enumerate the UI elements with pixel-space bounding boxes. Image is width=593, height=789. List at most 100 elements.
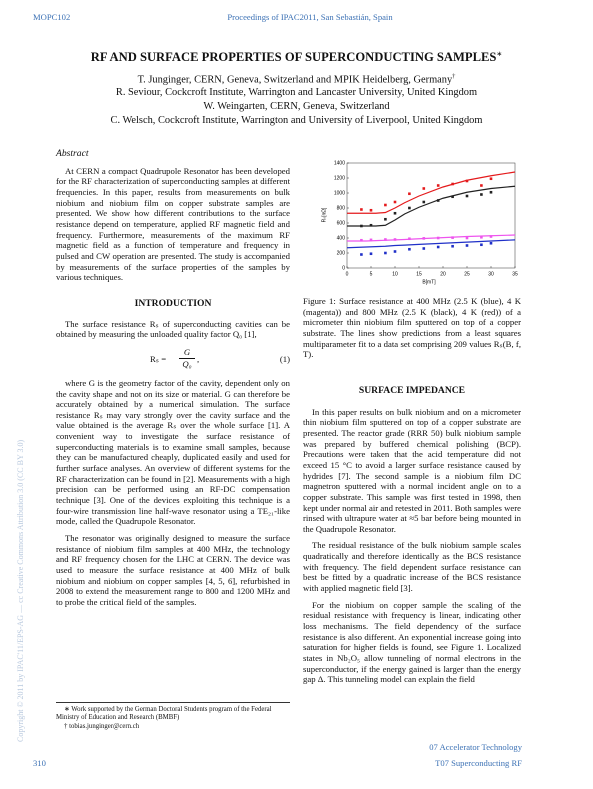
x-tick-label: 0: [346, 271, 349, 277]
y-tick-label: 800: [337, 205, 346, 211]
fit-line: [347, 185, 516, 227]
right-column: Figure 1: Surface resistance at 400 MHz …: [303, 296, 521, 691]
data-point: [384, 251, 387, 255]
data-point: [408, 237, 411, 241]
data-point: [436, 245, 440, 249]
x-tick-label: 15: [416, 271, 422, 277]
data-point: [393, 211, 397, 215]
abstract-heading: Abstract: [56, 148, 89, 159]
y-tick-label: 1000: [334, 190, 345, 196]
footer-left: 310: [33, 758, 46, 768]
author: W. Weingarten, CERN, Geneva, Switzerland: [203, 101, 390, 112]
header-center: Proceedings of IPAC2011, San Sebastián, …: [227, 12, 393, 22]
footer-right-bottom: T07 Superconducting RF: [435, 758, 522, 768]
paragraph: The surface resistance Rₛ of superconduc…: [56, 318, 290, 340]
x-tick-label: 30: [488, 271, 494, 277]
data-point: [369, 252, 373, 256]
fit-line: [347, 234, 516, 242]
data-point: [489, 235, 493, 238]
y-tick-label: 1200: [334, 175, 345, 181]
section-heading: SURFACE IMPEDANCE: [358, 384, 466, 396]
figure-caption: Figure 1: Surface resistance at 400 MHz …: [303, 296, 521, 360]
data-point: [465, 194, 469, 198]
paragraph: For the niobium on copper sample the sca…: [303, 599, 521, 685]
data-point: [360, 238, 363, 242]
y-tick-label: 0: [342, 265, 345, 271]
footer-right-top: 07 Accelerator Technology: [429, 742, 522, 752]
data-point: [465, 179, 469, 183]
data-point: [408, 206, 411, 210]
abstract-text: At CERN a compact Quadrupole Resonator h…: [56, 165, 290, 283]
paragraph: In this paper results on bulk niobium an…: [303, 406, 521, 534]
x-tick-label: 10: [392, 271, 398, 277]
data-point: [451, 244, 454, 248]
data-point: [393, 250, 397, 253]
title-mark: ∗: [496, 50, 503, 58]
data-point: [422, 200, 426, 204]
data-point: [393, 238, 397, 241]
data-point: [436, 199, 440, 202]
paragraph: The residual resistance of the bulk niob…: [303, 540, 521, 594]
data-point: [489, 190, 493, 194]
plot-frame: [346, 162, 516, 269]
footnote: ∗ Work supported by the German Doctoral …: [56, 706, 272, 722]
data-point: [465, 244, 469, 247]
footnotes: ∗ Work supported by the German Doctoral …: [56, 702, 290, 731]
data-point: [384, 238, 387, 241]
figure-chart: Rₛ[nΩ] B[mT] 0 200 400 600 800 1000 1200 1400 0 5…: [321, 160, 518, 285]
x-axis-label: B[mT]: [422, 279, 436, 285]
data-point: [465, 236, 469, 240]
x-tick-label: 35: [512, 271, 518, 277]
data-point: [436, 184, 440, 187]
author: C. Welsch, Cockcroft Institute, Warringt…: [110, 115, 483, 126]
y-tick-label: 200: [337, 250, 346, 256]
y-tick-label: 600: [337, 220, 346, 226]
fit-line: [347, 171, 516, 214]
title-text: RF AND SURFACE PROPERTIES OF SUPERCONDUC…: [90, 50, 497, 65]
equation-lhs: Rₛ =: [150, 353, 167, 364]
data-point: [384, 203, 387, 207]
paragraph: where G is the geometry factor of the ca…: [56, 377, 290, 527]
data-point: [422, 237, 426, 240]
data-point: [360, 208, 363, 211]
equation-numerator: G: [179, 347, 195, 359]
paragraph: The resonator was originally designed to…: [56, 533, 290, 607]
y-tick-label: 400: [337, 235, 346, 241]
x-tick-label: 25: [464, 271, 470, 277]
data-point: [480, 193, 483, 196]
equation: Rₛ = G Q₀ , (1): [56, 346, 290, 372]
footnote: † tobias.junginger@cern.ch: [64, 722, 140, 730]
data-point: [489, 241, 493, 245]
equation-number: (1): [279, 353, 290, 364]
author: T. Junginger, CERN, Geneva, Switzerland …: [0, 73, 593, 85]
left-column: Abstract At CERN a compact Quadrupole Re…: [56, 148, 290, 614]
watermark: Copyright © 2011 by IPAC'11/EPS-AG — cc …: [16, 439, 25, 742]
header-left: MOPC102: [33, 12, 71, 22]
data-point: [480, 243, 483, 247]
data-point: [480, 184, 483, 187]
x-tick-label: 5: [370, 271, 373, 277]
data-point: [360, 253, 363, 256]
equation-denominator: Q₀: [182, 358, 192, 369]
data-point: [451, 195, 454, 199]
data-point: [489, 177, 493, 181]
fit-line: [346, 239, 516, 249]
data-point: [436, 236, 440, 240]
y-axis-label: Rₛ[nΩ]: [321, 207, 327, 222]
equation-tail: ,: [197, 353, 200, 364]
data-point: [480, 235, 483, 239]
x-tick-label: 20: [440, 271, 446, 277]
data-point: [408, 192, 411, 196]
data-point: [422, 247, 426, 250]
data-point: [384, 217, 387, 221]
data-point: [451, 236, 454, 239]
title: RF AND SURFACE PROPERTIES OF SUPERCONDUC…: [0, 50, 593, 65]
section-heading: INTRODUCTION: [134, 297, 212, 309]
data-point: [408, 247, 411, 251]
author-mark: †: [452, 73, 456, 80]
data-point: [451, 182, 454, 186]
data-point: [369, 223, 373, 227]
data-point: [393, 200, 397, 204]
data-point: [422, 187, 426, 190]
